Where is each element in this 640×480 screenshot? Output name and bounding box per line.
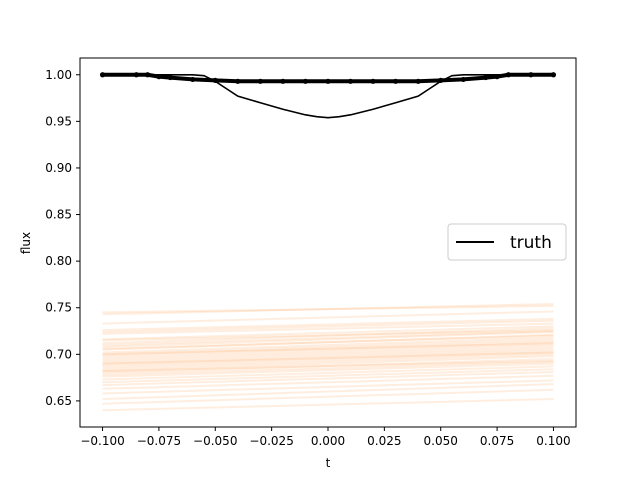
x-tick-label-3: −0.025 — [249, 434, 293, 448]
observed-point-6 — [212, 77, 218, 83]
x-tick-label-4: 0.000 — [311, 434, 345, 448]
observed-point-19 — [494, 74, 500, 80]
sample-line-27 — [102, 371, 554, 387]
observed-point-13 — [370, 78, 376, 84]
x-axis-label: t — [326, 456, 331, 470]
sample-line-18 — [102, 349, 554, 367]
legend: truth — [447, 223, 567, 261]
observed-series — [99, 72, 557, 84]
legend-truth-label: truth — [510, 233, 552, 253]
truth-line — [102, 73, 554, 119]
sample-line-20 — [102, 353, 554, 371]
y-tick-label-3: 0.80 — [45, 254, 72, 268]
x-tick-label-1: −0.075 — [137, 434, 181, 448]
posterior-samples — [102, 303, 554, 412]
sample-line-29 — [102, 379, 554, 395]
observed-point-10 — [302, 78, 309, 84]
x-tick-label-2: −0.050 — [193, 434, 237, 448]
observed-point-5 — [190, 76, 196, 83]
sample-line-37 — [102, 329, 554, 342]
sample-line-35 — [102, 351, 554, 365]
y-tick-label-2: 0.75 — [45, 301, 72, 315]
y-tick-label-4: 0.85 — [45, 208, 72, 222]
observed-point-18 — [483, 74, 489, 81]
sample-line-15 — [102, 344, 554, 361]
sample-line-11 — [102, 336, 554, 354]
sample-line-34 — [102, 334, 554, 350]
sample-line-28 — [102, 374, 554, 390]
x-tick-label-5: 0.025 — [367, 434, 401, 448]
sample-line-23 — [102, 360, 554, 376]
sample-line-5 — [102, 322, 554, 335]
sample-line-14 — [102, 342, 554, 360]
observed-point-11 — [325, 78, 331, 84]
sample-line-6 — [102, 325, 554, 341]
observed-point-3 — [156, 74, 162, 80]
sample-line-8 — [102, 330, 554, 346]
y-axis: 0.65 0.70 0.75 0.80 0.85 0.90 0.95 1.00 — [45, 68, 80, 408]
observed-point-8 — [257, 78, 263, 84]
sample-line-0 — [102, 303, 554, 316]
x-tick-label-0: −0.100 — [80, 434, 124, 448]
sample-line-33 — [102, 342, 554, 356]
observed-point-9 — [280, 78, 286, 84]
x-axis: −0.100 −0.075 −0.050 −0.025 0.000 0.025 0.050 0… — [80, 427, 571, 448]
observed-point-12 — [347, 78, 354, 84]
sample-line-22 — [102, 357, 554, 374]
observed-point-2 — [145, 72, 151, 78]
observed-point-17 — [460, 76, 466, 83]
sample-line-3 — [102, 317, 554, 332]
observed-point-20 — [505, 72, 511, 78]
sample-line-17 — [102, 347, 554, 365]
sample-line-30 — [102, 383, 554, 401]
sample-line-31 — [102, 388, 554, 405]
sample-line-16 — [102, 345, 554, 363]
observed-point-14 — [393, 78, 399, 84]
y-tick-label-7: 1.00 — [45, 68, 72, 82]
observed-point-1 — [133, 72, 139, 78]
observed-point-0 — [99, 72, 106, 78]
sample-line-36 — [102, 359, 554, 373]
observed-point-16 — [438, 77, 444, 83]
y-tick-label-6: 0.95 — [45, 114, 72, 128]
observed-point-15 — [415, 78, 421, 84]
observed-point-22 — [550, 72, 557, 78]
sample-line-21 — [102, 355, 554, 373]
sample-line-9 — [102, 330, 554, 348]
y-tick-label-5: 0.90 — [45, 161, 72, 175]
sample-line-19 — [102, 351, 554, 369]
sample-line-2 — [102, 310, 554, 325]
observed-point-21 — [528, 72, 534, 78]
sample-line-7 — [102, 327, 554, 345]
x-tick-label-8: 0.100 — [536, 434, 570, 448]
sample-line-10 — [102, 333, 554, 351]
sample-line-13 — [102, 340, 554, 358]
sample-line-12 — [102, 338, 554, 356]
observed-point-7 — [235, 78, 241, 84]
x-tick-label-6: 0.050 — [424, 434, 458, 448]
sample-line-26 — [102, 368, 554, 384]
legend-box — [447, 223, 567, 261]
y-tick-label-1: 0.70 — [45, 347, 72, 361]
sample-line-25 — [102, 365, 554, 381]
sample-line-4 — [102, 319, 554, 333]
observed-point-4 — [167, 74, 173, 81]
y-axis-label: flux — [19, 232, 33, 254]
truth-series — [102, 73, 554, 119]
sample-line-24 — [102, 362, 554, 378]
sample-line-32 — [102, 398, 554, 412]
x-tick-label-7: 0.075 — [480, 434, 514, 448]
y-tick-label-0: 0.65 — [45, 394, 72, 408]
sample-line-1 — [102, 304, 554, 314]
